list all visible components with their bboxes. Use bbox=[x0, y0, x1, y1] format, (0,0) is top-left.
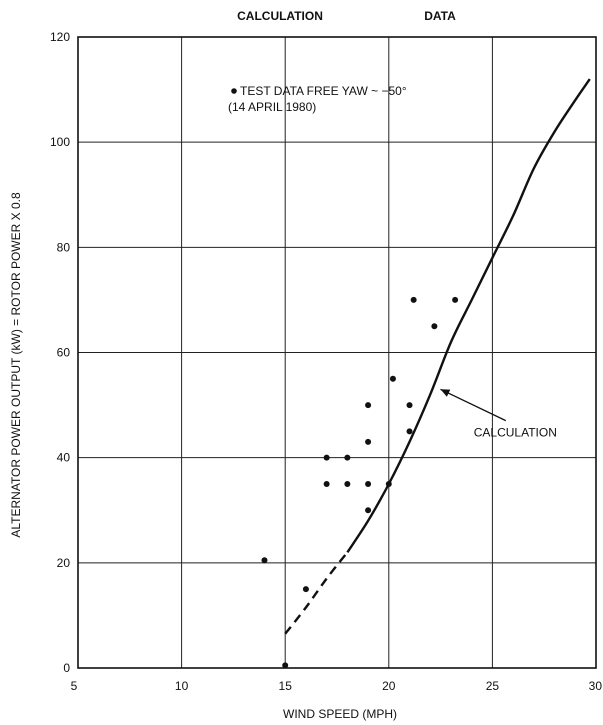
data-point bbox=[365, 480, 372, 487]
x-tick-label: 30 bbox=[589, 679, 603, 693]
legend-entry-test-data: TEST DATA FREE YAW ~ −50° bbox=[240, 84, 407, 98]
data-point bbox=[385, 480, 392, 487]
y-tick-label: 40 bbox=[57, 451, 71, 465]
data-point bbox=[365, 402, 372, 409]
test-data-points bbox=[261, 296, 459, 669]
data-point bbox=[365, 438, 372, 445]
data-point bbox=[365, 507, 372, 514]
y-tick-label: 80 bbox=[57, 240, 71, 254]
x-axis-label: WIND SPEED (MPH) bbox=[283, 707, 397, 721]
data-point bbox=[282, 662, 289, 669]
y-tick-label: 0 bbox=[63, 661, 70, 675]
legend-marker bbox=[231, 88, 237, 94]
x-tick-label: 5 bbox=[71, 679, 78, 693]
data-point bbox=[431, 323, 438, 330]
data-point bbox=[344, 480, 351, 487]
x-tick-label: 15 bbox=[279, 679, 293, 693]
data-point bbox=[302, 586, 309, 593]
y-tick-label: 20 bbox=[57, 556, 71, 570]
data-point bbox=[452, 296, 459, 303]
data-point bbox=[410, 296, 417, 303]
data-point bbox=[323, 454, 330, 461]
plot-frame bbox=[77, 36, 597, 669]
data-point bbox=[344, 454, 351, 461]
header-data: DATA bbox=[424, 9, 456, 23]
y-tick-labels: 0 20 40 60 80 100 120 bbox=[50, 30, 70, 675]
x-tick-label: 20 bbox=[382, 679, 396, 693]
x-tick-label: 10 bbox=[175, 679, 189, 693]
x-tick-label: 25 bbox=[486, 679, 500, 693]
calculation-arrow bbox=[440, 388, 507, 422]
data-point bbox=[389, 375, 396, 382]
x-tick-labels: 5 10 15 20 25 30 bbox=[71, 679, 603, 693]
data-point bbox=[406, 428, 413, 435]
calculation-arrowhead bbox=[440, 389, 451, 397]
data-point bbox=[323, 480, 330, 487]
calculation-annotation: CALCULATION bbox=[474, 426, 557, 440]
header-calculation: CALCULATION bbox=[237, 9, 323, 23]
y-axis-label: ALTERNATOR POWER OUTPUT (kW) = ROTOR POW… bbox=[9, 192, 23, 538]
calculation-curve-dashed bbox=[284, 551, 349, 635]
data-point bbox=[406, 402, 413, 409]
calculation-curve bbox=[346, 78, 591, 553]
legend-entry-date: (14 APRIL 1980) bbox=[228, 100, 316, 114]
y-tick-label: 60 bbox=[57, 346, 71, 360]
data-point bbox=[261, 557, 268, 564]
y-tick-label: 100 bbox=[50, 135, 70, 149]
y-tick-label: 120 bbox=[50, 30, 70, 44]
grid-lines bbox=[77, 36, 597, 669]
